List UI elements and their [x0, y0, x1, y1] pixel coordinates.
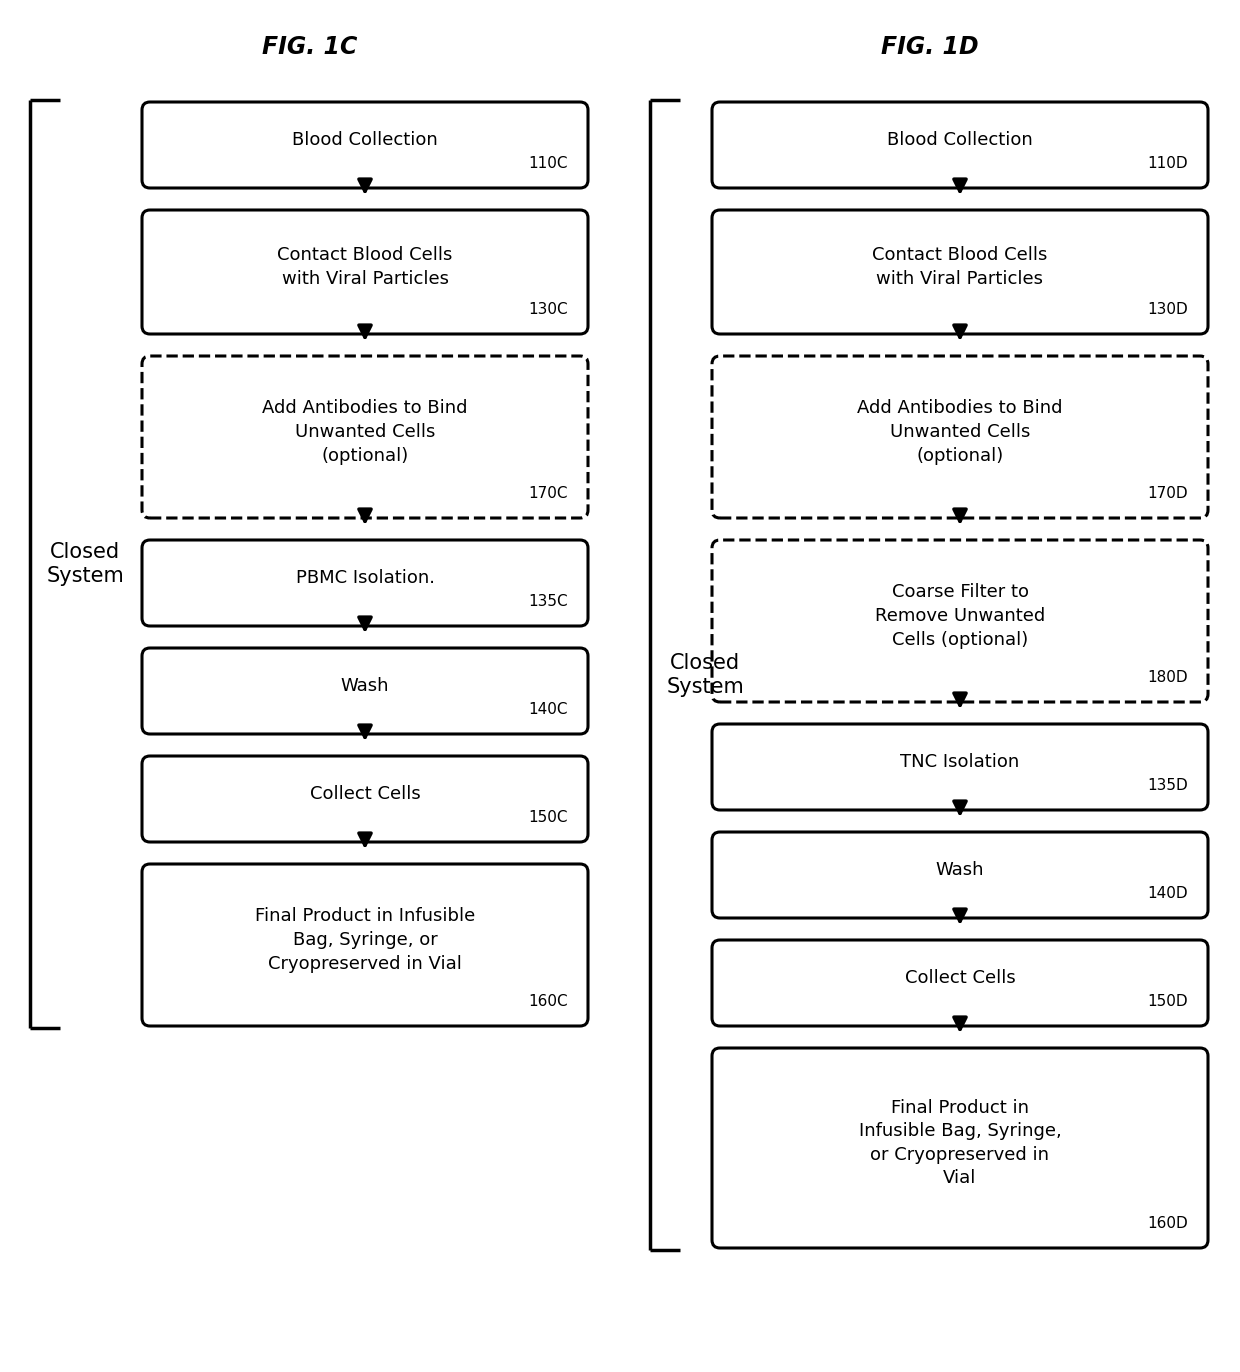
Text: Blood Collection: Blood Collection: [887, 130, 1033, 150]
FancyBboxPatch shape: [143, 355, 588, 519]
Text: 135C: 135C: [528, 594, 568, 609]
FancyBboxPatch shape: [143, 864, 588, 1026]
Text: Contact Blood Cells
with Viral Particles: Contact Blood Cells with Viral Particles: [872, 246, 1048, 288]
Text: FIG. 1D: FIG. 1D: [882, 36, 978, 59]
Text: 160C: 160C: [528, 993, 568, 1008]
Text: Final Product in Infusible
Bag, Syringe, or
Cryopreserved in Vial: Final Product in Infusible Bag, Syringe,…: [255, 907, 475, 973]
Text: Collect Cells: Collect Cells: [905, 969, 1016, 986]
Text: PBMC Isolation.: PBMC Isolation.: [295, 569, 434, 587]
Text: 110C: 110C: [528, 156, 568, 172]
Text: 130D: 130D: [1147, 302, 1188, 317]
Text: 140C: 140C: [528, 702, 568, 718]
Text: Collect Cells: Collect Cells: [310, 785, 420, 803]
FancyBboxPatch shape: [712, 541, 1208, 702]
Text: 150C: 150C: [528, 809, 568, 825]
Text: 130C: 130C: [528, 302, 568, 317]
Text: 135D: 135D: [1147, 778, 1188, 793]
Text: 170C: 170C: [528, 486, 568, 501]
Text: Add Antibodies to Bind
Unwanted Cells
(optional): Add Antibodies to Bind Unwanted Cells (o…: [262, 399, 467, 465]
Text: Wash: Wash: [936, 862, 985, 879]
Text: Contact Blood Cells
with Viral Particles: Contact Blood Cells with Viral Particles: [278, 246, 453, 288]
FancyBboxPatch shape: [712, 210, 1208, 333]
FancyBboxPatch shape: [143, 102, 588, 188]
FancyBboxPatch shape: [143, 756, 588, 842]
Text: Final Product in
Infusible Bag, Syringe,
or Cryopreserved in
Vial: Final Product in Infusible Bag, Syringe,…: [858, 1099, 1061, 1187]
Text: Closed
System: Closed System: [666, 653, 744, 697]
FancyBboxPatch shape: [143, 541, 588, 626]
Text: 140D: 140D: [1147, 886, 1188, 901]
Text: Blood Collection: Blood Collection: [293, 130, 438, 150]
Text: FIG. 1C: FIG. 1C: [263, 36, 357, 59]
Text: 160D: 160D: [1147, 1216, 1188, 1231]
Text: Closed
System: Closed System: [46, 542, 124, 586]
FancyBboxPatch shape: [712, 355, 1208, 519]
Text: 110D: 110D: [1147, 156, 1188, 172]
Text: Wash: Wash: [341, 676, 389, 696]
FancyBboxPatch shape: [143, 210, 588, 333]
FancyBboxPatch shape: [712, 1048, 1208, 1249]
FancyBboxPatch shape: [143, 648, 588, 734]
Text: 150D: 150D: [1147, 993, 1188, 1008]
Text: 180D: 180D: [1147, 670, 1188, 685]
Text: TNC Isolation: TNC Isolation: [900, 753, 1019, 771]
FancyBboxPatch shape: [712, 102, 1208, 188]
Text: Add Antibodies to Bind
Unwanted Cells
(optional): Add Antibodies to Bind Unwanted Cells (o…: [857, 399, 1063, 465]
FancyBboxPatch shape: [712, 724, 1208, 809]
FancyBboxPatch shape: [712, 831, 1208, 918]
Text: Coarse Filter to
Remove Unwanted
Cells (optional): Coarse Filter to Remove Unwanted Cells (…: [875, 583, 1045, 649]
Text: 170D: 170D: [1147, 486, 1188, 501]
FancyBboxPatch shape: [712, 940, 1208, 1026]
